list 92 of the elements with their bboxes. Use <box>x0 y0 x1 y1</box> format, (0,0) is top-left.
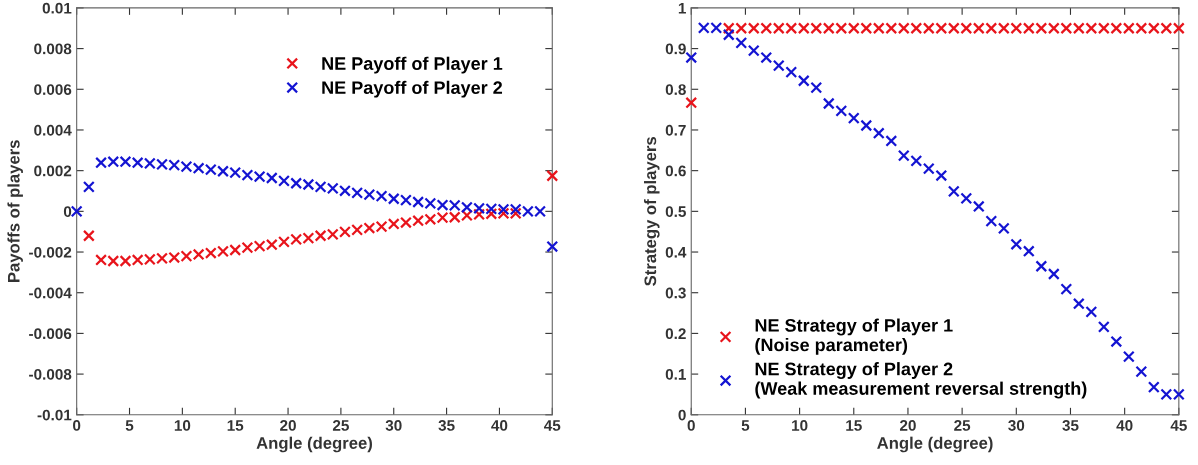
x-tick-label: 25 <box>332 420 349 431</box>
y-tick-label: 0.7 <box>665 124 686 136</box>
legend-label: NE Payoff of Player 1 <box>322 56 503 74</box>
y-tick-label: 0.9 <box>665 43 686 55</box>
point <box>735 36 748 49</box>
point <box>922 162 935 175</box>
point <box>685 51 698 64</box>
point <box>546 169 559 182</box>
y-tick-label: 0.1 <box>665 368 686 380</box>
x-tick-label: 0 <box>73 420 81 431</box>
y-tick-label: -0.006 <box>29 328 72 340</box>
x-tick-label: 40 <box>1116 420 1133 431</box>
x-tick-label: 45 <box>544 420 561 431</box>
x-tick-label: 10 <box>792 420 808 431</box>
x-tick-label: 40 <box>491 420 508 431</box>
point <box>997 222 1010 235</box>
x-axis-title: Angle (degree) <box>256 436 372 453</box>
y-tick-label: 0 <box>678 409 686 421</box>
point <box>82 229 95 242</box>
point <box>1022 245 1035 258</box>
point <box>785 66 798 79</box>
y-tick-label: 0.002 <box>34 165 72 177</box>
point <box>82 180 95 193</box>
y-tick-label: 0.004 <box>34 124 72 136</box>
y-tick-label: 0.5 <box>665 206 686 218</box>
point <box>822 97 835 110</box>
point <box>772 59 785 72</box>
point <box>1035 260 1048 273</box>
legend-label: NE Payoff of Player 2 <box>322 80 503 98</box>
y-tick-label: -0.004 <box>29 287 72 299</box>
x-tick-label: 30 <box>385 420 402 431</box>
y-axis-title: Strategy of players <box>643 136 660 286</box>
point <box>935 169 948 182</box>
point <box>1010 238 1023 251</box>
point <box>1072 297 1085 310</box>
x-axis-title: Angle (degree) <box>877 436 993 453</box>
x-tick-label: 35 <box>438 420 455 431</box>
y-tick-label: -0.01 <box>37 409 72 421</box>
point <box>1060 283 1073 296</box>
x-tick-label: 15 <box>846 420 862 431</box>
y-tick-label: -0.008 <box>29 368 72 380</box>
y-tick-label: 0.006 <box>34 84 72 95</box>
y-tick-label: 1 <box>678 2 686 14</box>
point <box>885 134 898 147</box>
point <box>1110 335 1123 348</box>
y-tick-label: 0.3 <box>665 287 686 299</box>
y-tick-label: 0.6 <box>665 165 686 177</box>
point <box>1097 320 1110 333</box>
y-tick-label: -0.002 <box>29 246 72 258</box>
y-tick-label: 0.01 <box>42 2 72 14</box>
point <box>685 96 698 109</box>
x-tick-label: 0 <box>687 420 695 431</box>
point <box>985 215 998 228</box>
point <box>835 104 848 117</box>
y-tick-label: 0.2 <box>665 328 686 340</box>
point <box>760 51 773 64</box>
x-tick-label: 20 <box>899 420 916 431</box>
x-tick-label: 5 <box>125 420 134 431</box>
x-tick-label: 10 <box>174 420 191 431</box>
point <box>1122 350 1135 363</box>
point <box>1047 268 1060 280</box>
point <box>872 127 885 140</box>
point <box>1147 381 1160 394</box>
point <box>897 149 910 162</box>
point <box>847 112 860 125</box>
point <box>1135 365 1148 378</box>
point <box>810 81 823 94</box>
legend-label: NE Strategy of Player 2 (Weak measurement reversal strength) <box>755 362 1087 399</box>
point <box>797 74 810 87</box>
point <box>960 192 973 205</box>
y-tick-label: 0.8 <box>665 84 686 95</box>
point <box>910 154 923 167</box>
legend-label: NE Strategy of Player 1 (Noise parameter) <box>755 318 953 355</box>
point <box>747 44 760 57</box>
point <box>1085 305 1098 318</box>
point <box>860 119 873 132</box>
y-axis-title: Payoffs of players <box>7 140 23 283</box>
point <box>546 240 559 253</box>
x-tick-label: 45 <box>1170 420 1187 431</box>
x-tick-label: 5 <box>741 420 750 431</box>
y-tick-label: 0.008 <box>34 43 72 55</box>
y-tick-label: 0 <box>63 206 72 218</box>
x-tick-label: 30 <box>1008 420 1025 431</box>
x-tick-label: 25 <box>954 420 971 431</box>
point <box>70 205 83 218</box>
x-tick-label: 35 <box>1062 420 1079 431</box>
x-tick-label: 20 <box>280 420 296 431</box>
point <box>947 185 960 198</box>
point <box>722 28 735 41</box>
y-tick-label: 0.4 <box>665 246 687 258</box>
x-tick-label: 15 <box>227 420 244 431</box>
point <box>972 200 985 213</box>
